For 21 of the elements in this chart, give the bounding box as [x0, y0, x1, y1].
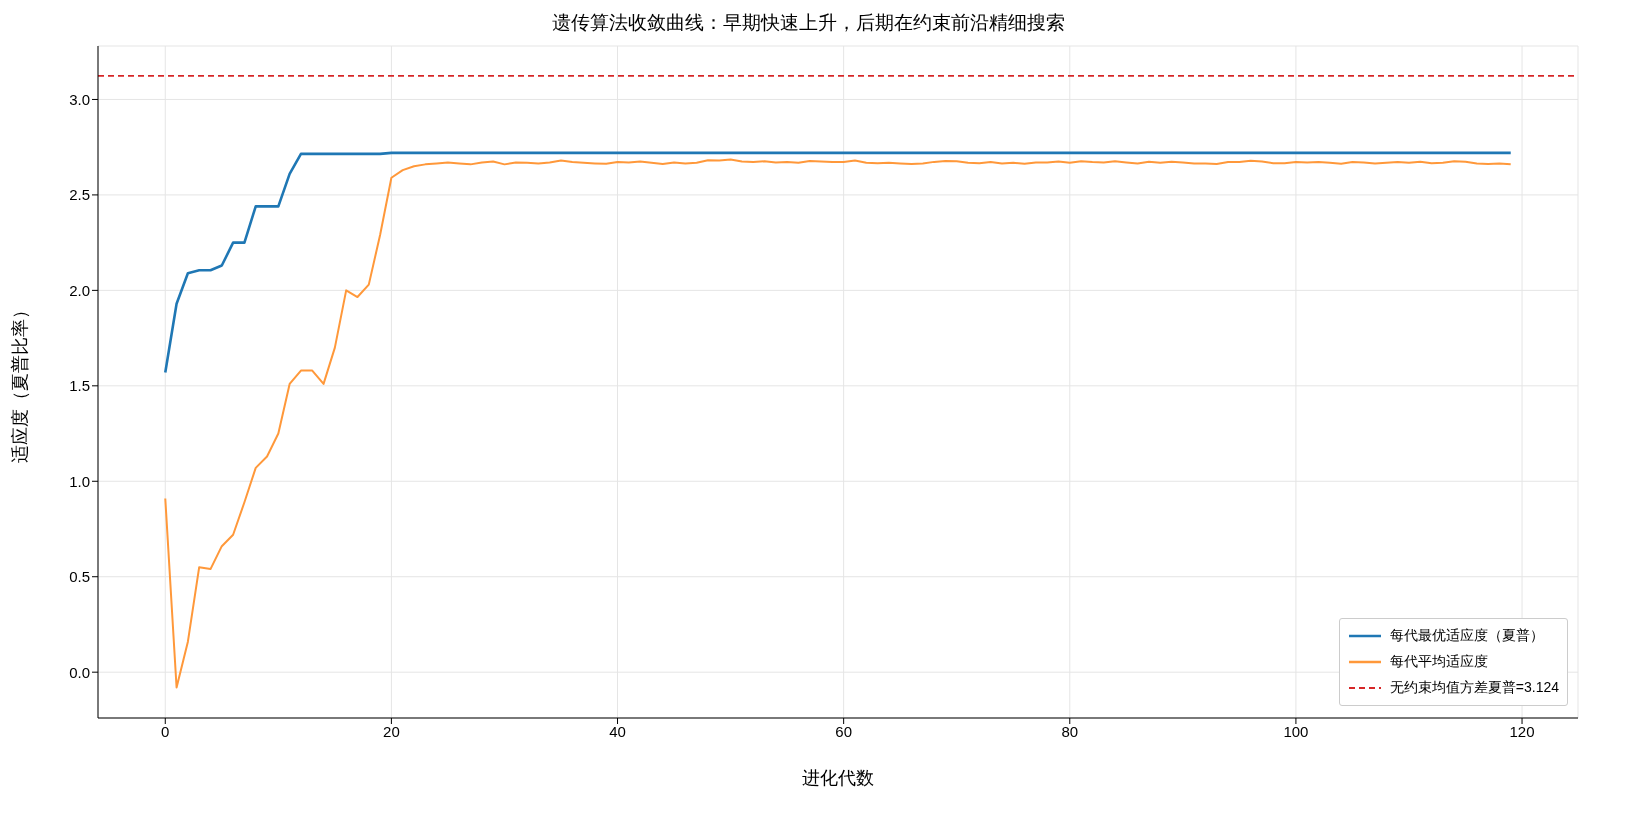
x-tick-label: 100 — [1283, 722, 1309, 740]
chart-title: 遗传算法收敛曲线：早期快速上升，后期在约束前沿精细搜索 — [550, 11, 1066, 35]
y-tick-label: 2.0 — [69, 281, 90, 299]
legend-label: 每代最优适应度（夏普） — [1389, 627, 1544, 645]
y-axis-title: 适应度（夏普比率） — [10, 301, 31, 463]
y-tick-label: 2.5 — [69, 186, 90, 204]
y-tick-label: 0.5 — [69, 568, 90, 586]
x-tick-label: 40 — [609, 722, 626, 740]
x-axis-title: 进化代数 — [802, 768, 874, 788]
y-tick-label: 1.5 — [69, 377, 90, 395]
x-tick-label: 120 — [1509, 722, 1535, 740]
x-tick-label: 80 — [1061, 722, 1079, 740]
x-tick-label: 20 — [383, 722, 400, 740]
y-tick-label: 0.0 — [69, 663, 90, 681]
legend-label: 无约束均值方差夏普=3.124 — [1389, 679, 1559, 697]
line-series — [163, 151, 1513, 374]
legend-label: 每代平均适应度 — [1389, 653, 1488, 671]
y-tick-label: 1.0 — [69, 472, 90, 490]
x-tick-label: 60 — [835, 722, 852, 740]
y-tick-label: 3.0 — [69, 90, 90, 108]
x-tick-label: 0 — [161, 722, 170, 740]
